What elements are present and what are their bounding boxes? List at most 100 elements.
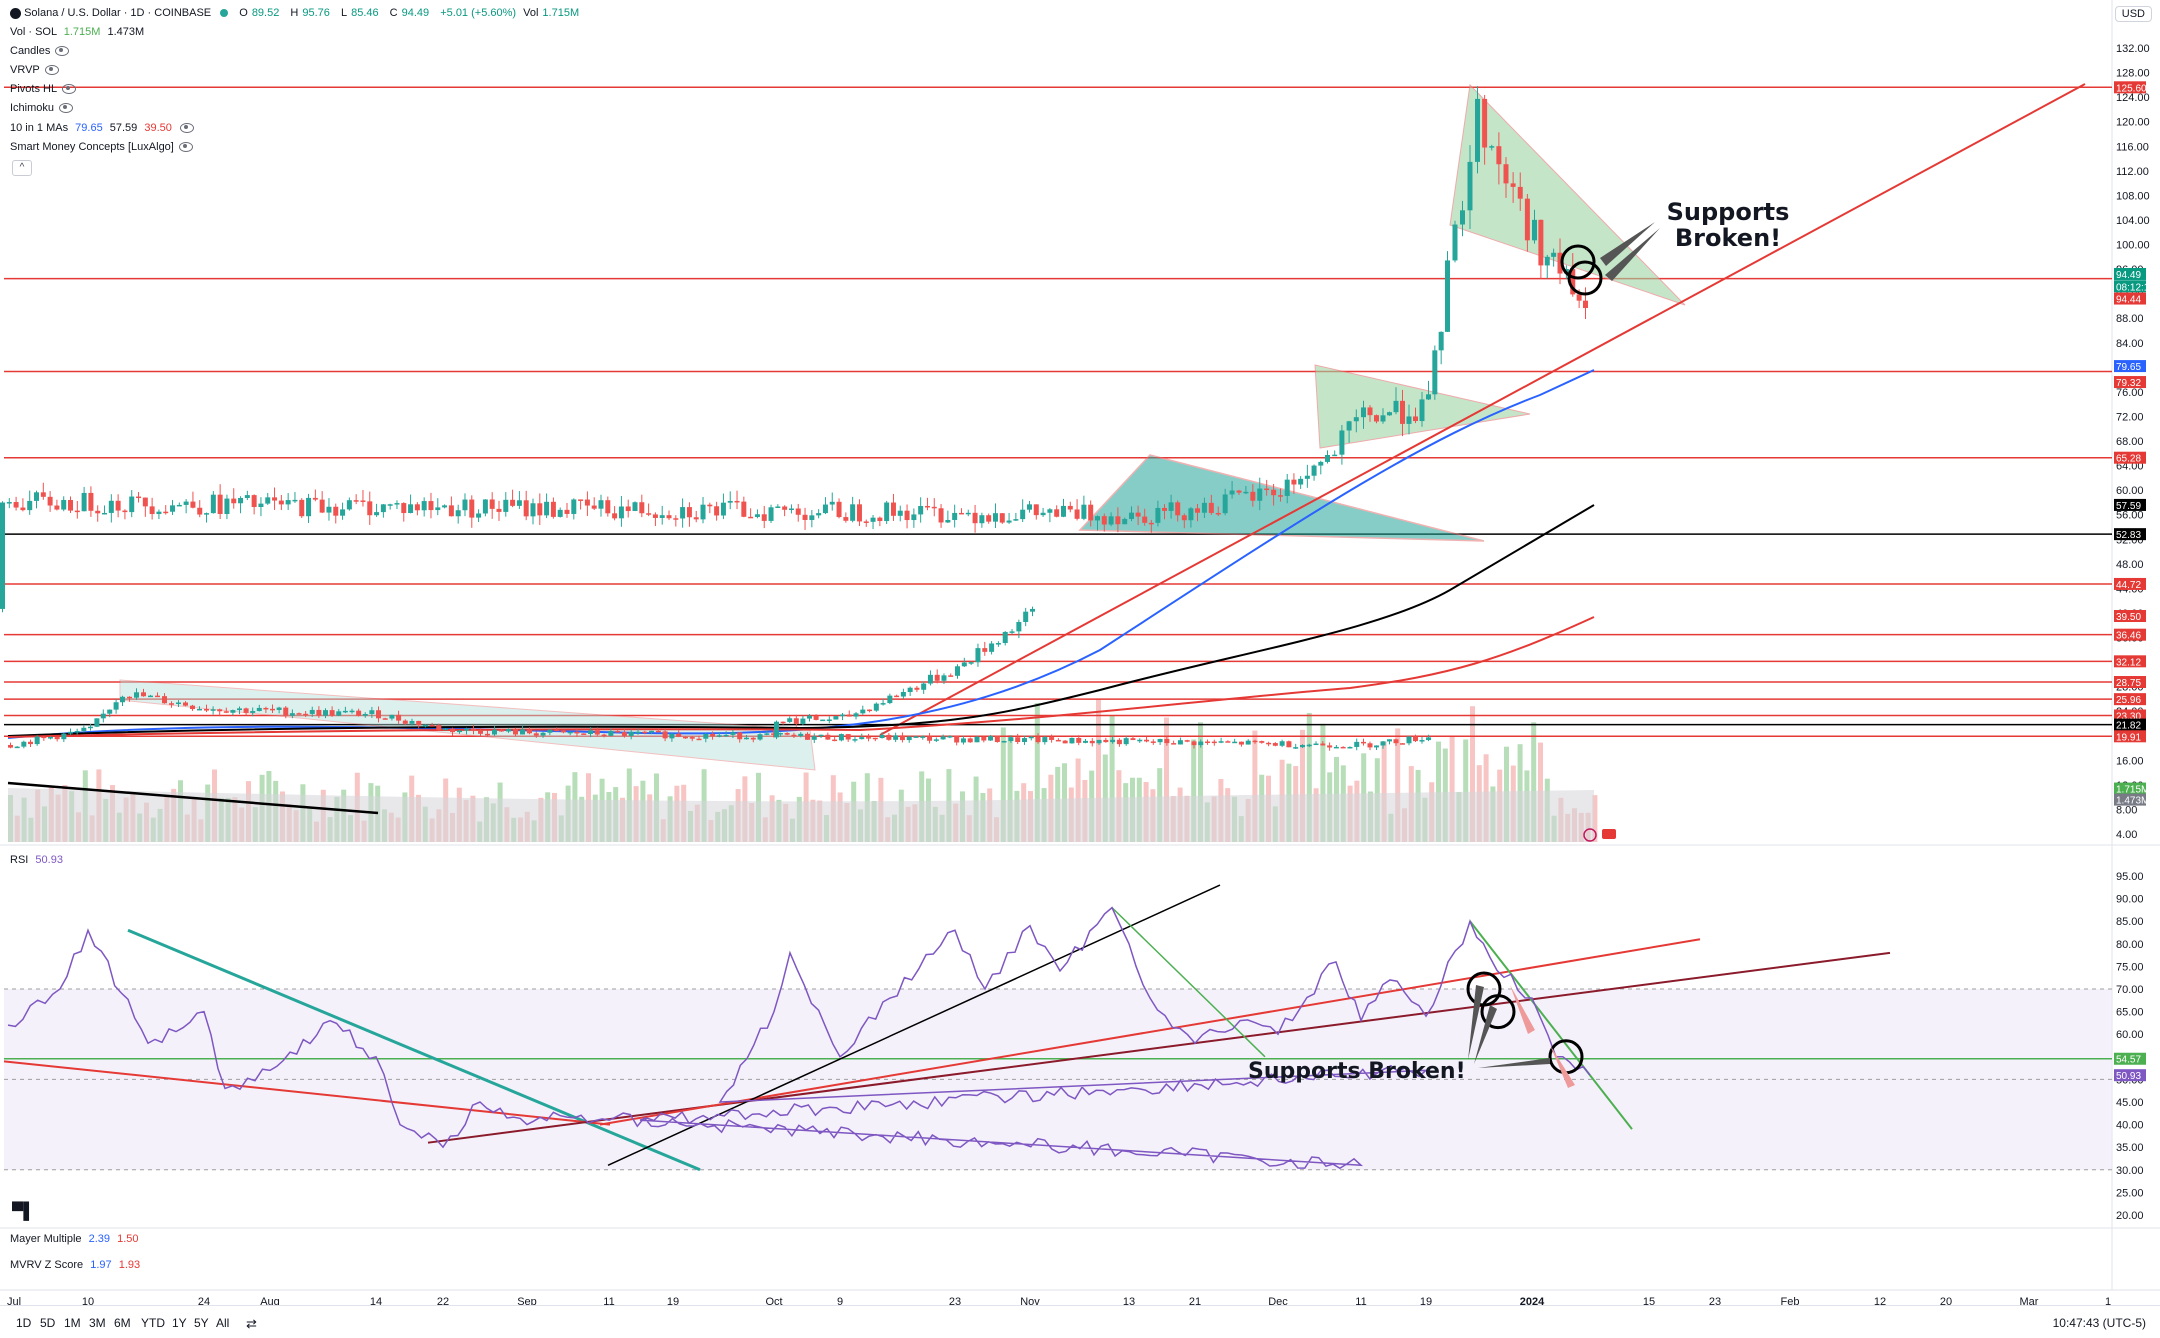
range-5d-button[interactable]: 5D — [40, 1316, 56, 1330]
candle-body — [1333, 746, 1339, 749]
candle-body — [621, 732, 627, 736]
range-all-button[interactable]: All — [216, 1316, 230, 1330]
candle-body — [360, 500, 366, 502]
candle-body — [703, 734, 709, 739]
candles-legend[interactable]: Candles — [10, 44, 70, 58]
candle-body — [782, 506, 788, 510]
candle-body — [107, 709, 113, 714]
chart-canvas[interactable]: 132.00128.00124.00120.00116.00112.00108.… — [0, 0, 2160, 1305]
candle-body — [1245, 740, 1251, 745]
candle-body — [960, 738, 966, 743]
range-6m-button[interactable]: 6M — [114, 1316, 131, 1330]
candle-body — [574, 731, 580, 734]
candle-body — [710, 734, 716, 737]
candle-body — [1452, 224, 1458, 261]
candle-body — [1076, 737, 1082, 743]
price-level-label: 79.65 — [2116, 362, 2141, 373]
candle-body — [673, 518, 679, 520]
candle-body — [1551, 252, 1557, 257]
vrvp-legend[interactable]: VRVP — [10, 63, 59, 77]
candle-body — [1016, 622, 1022, 632]
candle-body — [455, 510, 461, 517]
candle-body — [666, 515, 672, 519]
candle-body — [527, 729, 532, 734]
volume-bar — [1449, 736, 1455, 842]
annotation-arrow — [1605, 228, 1660, 281]
candle-body — [396, 714, 402, 721]
range-1d-button[interactable]: 1D — [16, 1316, 32, 1330]
vol-indicator-legend[interactable]: Vol · SOL 1.715M 1.473M — [10, 26, 145, 38]
time-tick-label: 12 — [1874, 1296, 1886, 1305]
candle-body — [1096, 739, 1102, 744]
mvrv-legend[interactable]: MVRV Z Score 1.97 1.93 — [10, 1259, 141, 1271]
candle-body — [506, 729, 511, 732]
candle-body — [1026, 504, 1032, 510]
volume-bar — [1252, 730, 1258, 842]
candle-body — [163, 511, 169, 514]
hidden-eye-icon[interactable] — [178, 142, 193, 153]
candle-body — [416, 720, 422, 726]
mayer-legend[interactable]: Mayer Multiple 2.39 1.50 — [10, 1233, 139, 1245]
candle-body — [567, 731, 573, 734]
candle-body — [428, 501, 434, 511]
candle-body — [927, 674, 933, 684]
candle-body — [652, 514, 658, 518]
symbol-title[interactable]: Solana / U.S. Dollar · 1D · COINBASE — [24, 7, 212, 19]
rsi-level-box — [2114, 1069, 2146, 1082]
support-break-circle — [1560, 244, 1596, 280]
collapse-legend-button[interactable]: ^ — [12, 160, 32, 176]
rsi-legend[interactable]: RSI 50.93 — [10, 854, 63, 866]
candle-body — [1013, 519, 1019, 521]
eye-icon[interactable] — [179, 123, 194, 134]
candle-body — [333, 506, 339, 516]
candle-body — [1271, 489, 1277, 496]
price-level-label: 36.46 — [2116, 631, 2141, 642]
flag-icon — [1602, 829, 1616, 839]
candle-body — [1400, 400, 1405, 424]
candle-body — [952, 512, 958, 520]
range-1m-button[interactable]: 1M — [64, 1316, 81, 1330]
candle-body — [832, 739, 838, 742]
range-3m-button[interactable]: 3M — [89, 1316, 106, 1330]
candle-body — [1164, 739, 1170, 744]
pivots-legend[interactable]: Pivots HL — [10, 82, 77, 96]
candle-body — [289, 713, 295, 716]
candle-body — [1023, 611, 1029, 623]
candle-body — [8, 744, 13, 748]
candle-body — [61, 499, 67, 510]
candle-body — [554, 729, 560, 732]
candle-body — [1094, 516, 1100, 521]
range-ytd-button[interactable]: YTD — [141, 1316, 165, 1330]
candle-body — [48, 737, 53, 739]
smc-legend[interactable]: Smart Money Concepts [LuxAlgo] — [10, 140, 193, 154]
volume-bar — [1300, 729, 1305, 842]
candle-body — [1532, 219, 1537, 241]
hidden-eye-icon[interactable] — [59, 103, 74, 114]
currency-selector[interactable]: USD — [2114, 6, 2152, 22]
hidden-eye-icon[interactable] — [44, 65, 59, 76]
down-arrow — [1510, 985, 1535, 1034]
candle-body — [934, 674, 940, 681]
hidden-eye-icon[interactable] — [62, 84, 77, 95]
candle-body — [811, 736, 817, 740]
volume-bar — [1531, 722, 1537, 842]
range-5y-button[interactable]: 5Y — [194, 1316, 209, 1330]
range-1y-button[interactable]: 1Y — [172, 1316, 187, 1330]
hidden-eye-icon[interactable] — [55, 46, 70, 57]
candle-body — [1177, 740, 1183, 745]
rsi-black-trendline — [607, 884, 1221, 1166]
price-tick-label: 56.00 — [2116, 510, 2144, 522]
candle-body — [401, 503, 407, 514]
candle-body — [1122, 518, 1128, 525]
date-range-icon[interactable]: ⇄ — [246, 1316, 257, 1331]
candle-body — [1157, 739, 1163, 743]
ichimoku-legend[interactable]: Ichimoku — [10, 101, 74, 115]
candle-body — [816, 513, 822, 516]
candle-body — [780, 721, 786, 724]
candle-body — [306, 497, 312, 517]
clock-timezone[interactable]: 10:47:43 (UTC-5) — [2052, 1316, 2146, 1330]
time-tick-label: Oct — [765, 1296, 782, 1305]
mas-legend[interactable]: 10 in 1 MAs 79.65 57.59 39.50 — [10, 121, 194, 135]
candle-body — [1083, 740, 1088, 743]
candle-body — [122, 510, 128, 513]
